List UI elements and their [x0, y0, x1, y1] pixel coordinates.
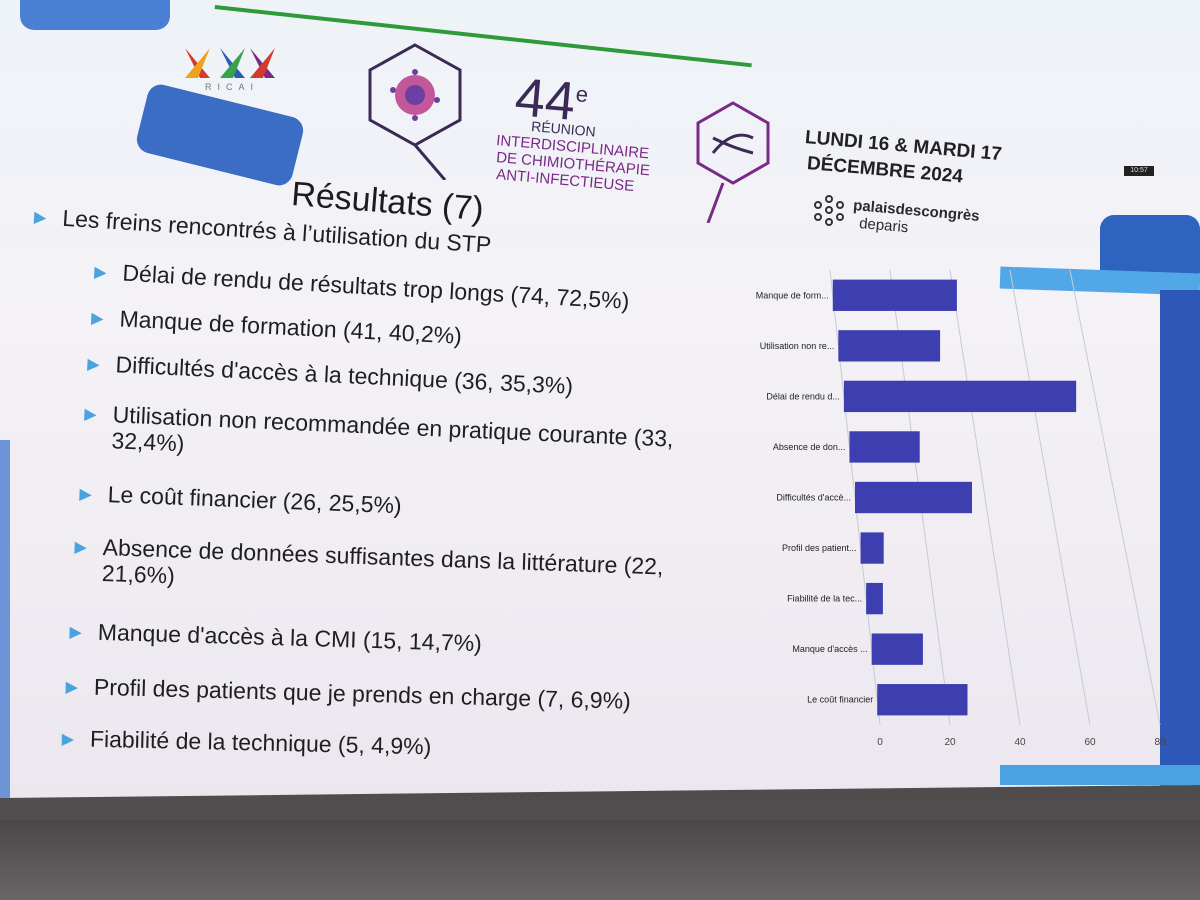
chart-category-label: Utilisation non re...: [760, 341, 835, 351]
chart-x-tick-label: 80: [1154, 737, 1166, 748]
chart-bar: [838, 330, 941, 362]
event-edition-sup: e: [574, 81, 590, 108]
bullet-arrow-icon: ▶: [69, 623, 83, 642]
bullet-item-text: Le coût financier (26, 25,5%): [107, 481, 403, 519]
chart-category-label: Absence de don...: [773, 442, 846, 452]
bullet-item-text: Utilisation non recommandée en pratique …: [111, 401, 675, 457]
virus-hexagon-icon: [368, 43, 462, 180]
chart-bar: [877, 684, 968, 716]
bullet-item: ▶ Manque d'accès à la CMI (15, 14,7%): [69, 618, 482, 656]
decorative-side-band: [1160, 290, 1200, 790]
bullet-arrow-icon: ▶: [90, 309, 104, 328]
chart-category-label: Le coût financier: [807, 695, 873, 705]
bullet-item-text: Absence de données suffisantes dans la l…: [101, 533, 664, 589]
bullet-arrow-icon: ▶: [83, 405, 98, 424]
floor-strip: [0, 820, 1200, 900]
bullet-item: ▶ Absence de données suffisantes dans la …: [73, 533, 664, 606]
chart-x-tick-label: 60: [1084, 737, 1096, 748]
chart-gridline: [949, 269, 1021, 726]
bullet-arrow-icon: ▶: [93, 263, 107, 282]
chart-category-label: Manque d'accès ...: [792, 644, 867, 654]
bullet-arrow-icon: ▶: [74, 538, 88, 557]
bullet-item-text: Fiabilité de la technique (5, 4,9%): [89, 725, 432, 760]
bullet-item: ▶ Profil des patients que je prends en ch…: [65, 673, 631, 714]
bullet-item: ▶ Fiabilité de la technique (5, 4,9%): [61, 725, 432, 760]
screen-clock: 10:57: [1124, 166, 1154, 176]
bullet-item-text: Manque de formation (41, 40,2%): [118, 305, 463, 349]
bullet-arrow-icon: ▶: [79, 485, 93, 504]
bullet-item: ▶ Le coût financier (26, 25,5%): [79, 480, 402, 518]
chart-gridline: [1069, 269, 1161, 726]
chart-bar: [832, 279, 957, 311]
bullet-item-text-continuation: 21,6%): [101, 559, 176, 589]
bullet-item-text: Profil des patients que je prends en cha…: [93, 673, 632, 714]
bullet-arrow-icon: ▶: [65, 678, 79, 697]
bar-chart: 0 20 40 60 80 Manque de form... Utilisation no…: [756, 269, 1166, 748]
chart-category-label: Profil des patient...: [782, 543, 857, 553]
decorative-shape: [20, 0, 170, 30]
chart-bar: [860, 532, 884, 564]
chart-category-label: Manque de form...: [756, 290, 829, 300]
decorative-side-band: [0, 440, 10, 798]
chart-category-label: Difficultés d'accè...: [776, 493, 851, 503]
venue-city: deparis: [858, 215, 910, 237]
chart-bar: [849, 431, 920, 463]
bullet-item-text: Difficultés d'accès à la technique (36, …: [115, 351, 574, 399]
bullet-arrow-icon: ▶: [86, 355, 101, 374]
bullet-item-text-continuation: 32,4%): [111, 427, 185, 457]
bullet-arrow-icon: ▶: [33, 208, 47, 227]
chart-x-tick-label: 0: [877, 737, 883, 748]
bullet-item: ▶ Manque de formation (41, 40,2%): [90, 304, 463, 349]
bullet-item-text: Manque d'accès à la CMI (15, 14,7%): [97, 618, 483, 657]
chart-gridline: [1009, 269, 1091, 726]
dna-hexagon-icon: [696, 101, 770, 223]
chart-x-tick-label: 40: [1014, 737, 1026, 748]
bullet-arrow-icon: ▶: [61, 730, 75, 749]
projection-screen: RICAI 44e RÉUNION INTERDISCIPLINAIRE DE …: [0, 0, 1200, 798]
bullet-item: ▶ Délai de rendu de résultats trop longs …: [93, 258, 631, 314]
venue-logo-icon: [814, 195, 844, 226]
chart-category-label: Délai de rendu d...: [766, 391, 840, 401]
chart-category-label: Fiabilité de la tec...: [787, 594, 862, 604]
bullet-item-text: Délai de rendu de résultats trop longs (…: [121, 259, 631, 314]
chart-bar: [843, 380, 1077, 413]
bullet-item: ▶ Utilisation non recommandée en pratique…: [83, 400, 674, 478]
decorative-green-line: [214, 5, 752, 68]
bullet-item: ▶ Difficultés d'accès à la technique (36,…: [87, 350, 574, 399]
chart-bar: [866, 582, 883, 615]
chart-bar: [855, 481, 972, 514]
ricai-logo-icon: [185, 48, 275, 78]
chart-x-tick-label: 20: [944, 737, 956, 748]
logo-text: RICAI: [205, 82, 260, 92]
chart-bar: [871, 633, 923, 665]
decorative-bar: [1000, 765, 1200, 785]
